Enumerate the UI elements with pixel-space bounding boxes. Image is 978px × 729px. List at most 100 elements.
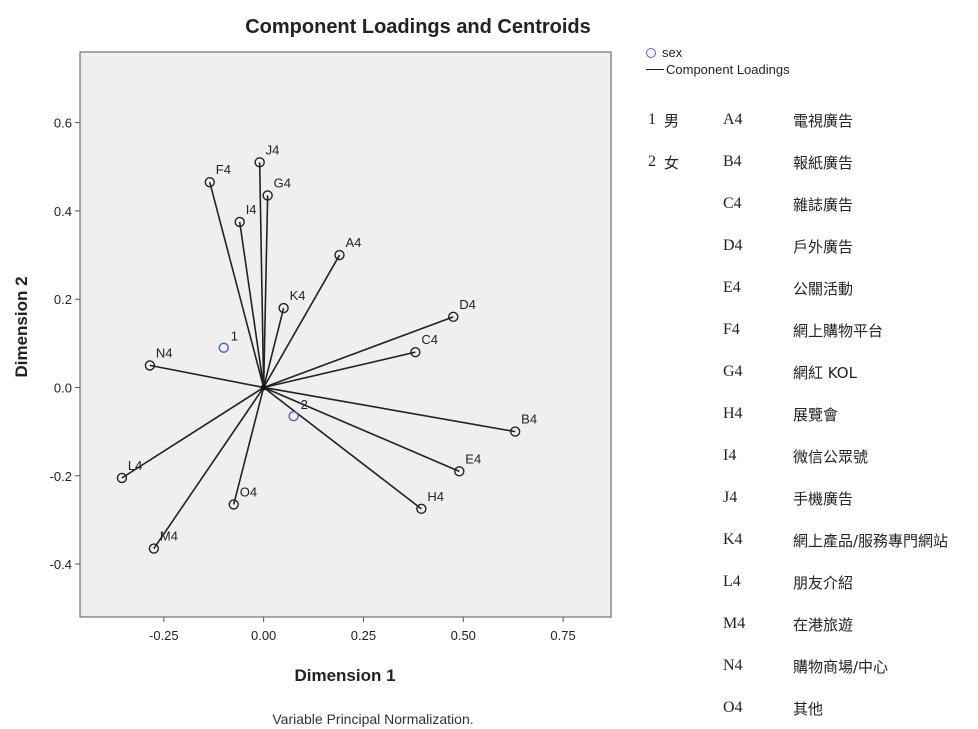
loading-label-h4: H4 [427, 489, 444, 504]
variable-code: L4 [723, 573, 741, 590]
centroid-point-2 [288, 410, 299, 422]
variable-code-row: N4 購物商場/中心 [723, 651, 888, 681]
loading-line-o4 [232, 387, 265, 505]
sex-code-row: 2 女 [648, 147, 679, 177]
chart-legend: sex Component Loadings [646, 44, 790, 78]
legend-label-loadings: Component Loadings [666, 62, 790, 77]
loading-label-g4: G4 [274, 175, 291, 190]
loading-label-n4: N4 [156, 345, 173, 360]
loading-label-k4: K4 [290, 288, 306, 303]
loading-label-c4: C4 [421, 332, 438, 347]
y-axis-title: Dimension 2 [12, 276, 31, 377]
loading-point-n4 [144, 360, 156, 371]
variable-label: 其他 [793, 699, 824, 718]
variable-code-row: E4 公關活動 [723, 273, 853, 303]
variable-label: 雜誌廣告 [793, 195, 854, 214]
loading-point-a4 [334, 249, 345, 261]
variable-code-row: I4 微信公眾號 [723, 441, 868, 471]
y-tick-label: -0.4 [50, 557, 72, 572]
loading-label-i4: I4 [246, 202, 257, 217]
y-tick-label: 0.2 [54, 292, 72, 307]
variable-code-row: H4 展覽會 [723, 399, 838, 429]
y-tick-label: -0.2 [50, 469, 72, 484]
centroid-label-1: 1 [231, 329, 238, 344]
variable-code-row: G4 網紅 KOL [723, 357, 857, 387]
variable-label: 朋友介紹 [793, 573, 854, 592]
loading-label-o4: O4 [240, 484, 257, 499]
loading-line-n4 [149, 364, 264, 389]
variable-code-row: A4 電視廣告 [723, 105, 853, 135]
variable-code: M4 [723, 615, 746, 632]
sex-code: 1 [648, 111, 656, 128]
plot-area [79, 51, 612, 618]
loading-line-i4 [238, 221, 265, 388]
y-tick-label: 0.4 [54, 204, 72, 219]
variable-label: 網紅 KOL [793, 363, 857, 382]
x-axis-title: Dimension 1 [294, 666, 395, 685]
loading-label-m4: M4 [160, 529, 178, 544]
centroid-label-2: 2 [301, 397, 308, 412]
sex-label: 男 [664, 111, 680, 130]
loading-label-a4: A4 [346, 235, 362, 250]
variable-label: 報紙廣告 [793, 153, 854, 172]
variable-code: K4 [723, 531, 743, 548]
x-axis: -0.25 0.00 0.25 0.50 0.75 [149, 617, 576, 643]
variable-code-row: K4 網上產品/服務專門網站 [723, 525, 948, 555]
variable-code-row: F4 網上購物平台 [723, 315, 883, 345]
loading-line-h4 [263, 386, 422, 510]
loading-label-j4: J4 [266, 142, 280, 157]
variable-code-row: J4 手機廣告 [723, 483, 853, 513]
loading-point-e4 [454, 466, 465, 477]
legend-label-sex: sex [662, 45, 683, 60]
centroid-point-1 [218, 342, 229, 353]
loading-line-f4 [208, 182, 265, 388]
variable-label: 戶外廣告 [793, 237, 854, 256]
loading-line-m4 [153, 387, 265, 550]
variable-label: 網上產品/服務專門網站 [793, 531, 949, 550]
x-tick-label: -0.25 [149, 628, 179, 643]
variable-code-row: B4 報紙廣告 [723, 147, 853, 177]
chart: Component Loadings and Centroids -0.4 -0.… [12, 16, 612, 727]
sex-label: 女 [664, 153, 680, 172]
variable-code-row: M4 在港旅遊 [723, 609, 853, 639]
variable-code-row: C4 雜誌廣告 [723, 189, 853, 219]
loading-label-l4: L4 [128, 458, 142, 473]
loading-label-e4: E4 [465, 451, 481, 466]
loading-line-g4 [262, 195, 269, 388]
loading-point-c4 [410, 346, 421, 358]
y-tick-label: 0.6 [54, 116, 72, 131]
origin-point [260, 384, 267, 391]
variable-label: 網上購物平台 [793, 321, 884, 340]
variable-code: J4 [723, 489, 738, 506]
loading-point-h4 [416, 503, 427, 515]
loading-point-l4 [116, 472, 128, 484]
variable-label: 展覽會 [793, 405, 839, 424]
loading-point-f4 [204, 177, 215, 188]
circle-marker-icon [646, 47, 656, 58]
variable-code: B4 [723, 153, 742, 170]
loading-line-d4 [263, 316, 454, 389]
loading-point-m4 [148, 543, 160, 554]
line-marker-icon [646, 69, 664, 70]
variable-code: O4 [723, 699, 743, 716]
variable-code: D4 [723, 237, 743, 254]
x-tick-label: 0.50 [451, 628, 476, 643]
loading-line-c4 [263, 351, 416, 389]
chart-title: Component Loadings and Centroids [245, 16, 591, 38]
variable-code: N4 [723, 657, 743, 674]
loading-line-l4 [121, 386, 265, 479]
variable-code-row: D4 戶外廣告 [723, 231, 853, 261]
x-tick-label: 0.25 [351, 628, 376, 643]
y-axis: -0.4 -0.2 0.0 0.2 0.4 0.6 [50, 116, 80, 572]
variable-code: H4 [723, 405, 743, 422]
legend-item-sex: sex [646, 44, 790, 61]
variable-code: C4 [723, 195, 742, 212]
loading-line-k4 [262, 307, 285, 388]
variable-code: I4 [723, 447, 737, 464]
variable-code: G4 [723, 363, 743, 380]
loading-line-e4 [263, 386, 460, 473]
x-tick-label: 0.75 [550, 628, 575, 643]
variable-label: 微信公眾號 [793, 447, 869, 466]
loading-point-i4 [234, 216, 245, 228]
loading-point-g4 [262, 190, 273, 201]
